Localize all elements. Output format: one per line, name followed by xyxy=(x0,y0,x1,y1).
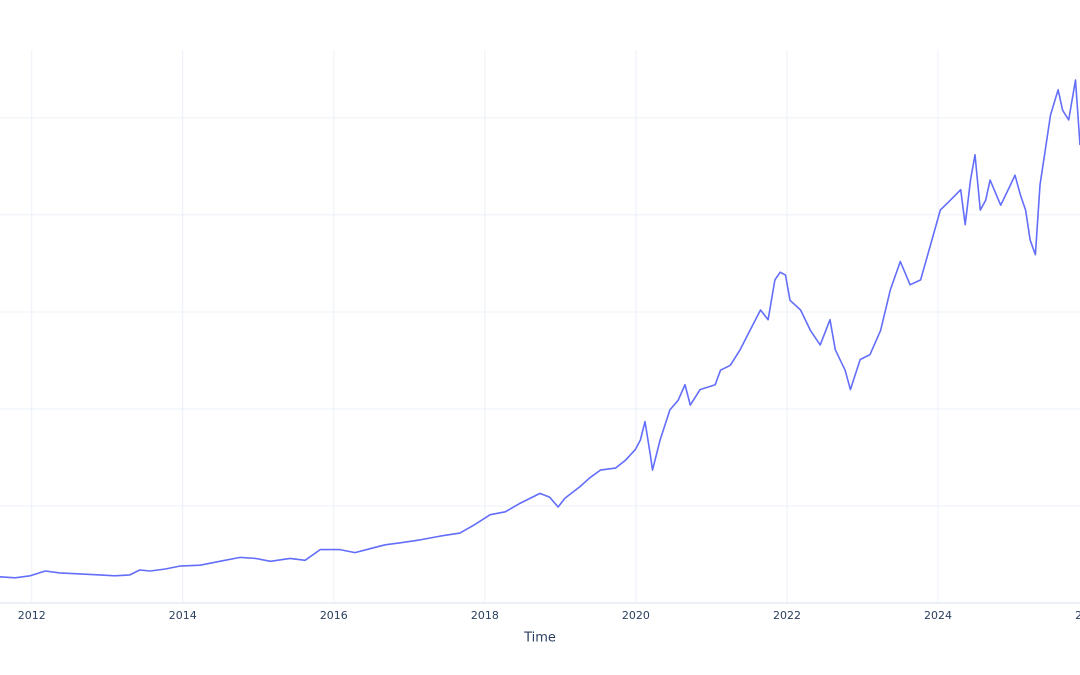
x-axis-title: Time xyxy=(523,631,556,646)
x-tick-label: 2012 xyxy=(18,609,46,622)
grid xyxy=(0,50,1080,604)
x-tick-label: 2024 xyxy=(924,609,952,622)
x-tick-label: 2020 xyxy=(622,609,650,622)
x-tick-label: 2022 xyxy=(773,609,801,622)
x-tick-label: 2016 xyxy=(320,609,348,622)
x-tick-label: 2018 xyxy=(471,609,499,622)
x-tick-label: 2014 xyxy=(169,609,197,622)
x-tick-label: 2026 xyxy=(1075,609,1080,622)
line xyxy=(0,79,1080,579)
